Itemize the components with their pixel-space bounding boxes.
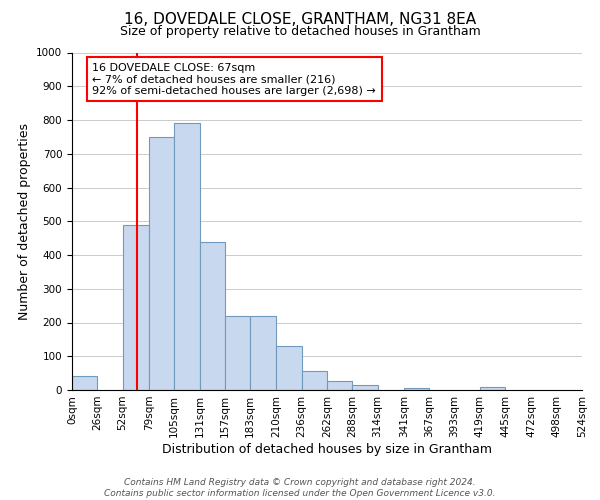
Bar — [122, 224, 149, 390]
Bar — [480, 388, 505, 390]
Text: 16, DOVEDALE CLOSE, GRANTHAM, NG31 8EA: 16, DOVEDALE CLOSE, GRANTHAM, NG31 8EA — [124, 12, 476, 28]
Text: 16 DOVEDALE CLOSE: 67sqm
← 7% of detached houses are smaller (216)
92% of semi-d: 16 DOVEDALE CLOSE: 67sqm ← 7% of detache… — [92, 62, 376, 96]
Text: Size of property relative to detached houses in Grantham: Size of property relative to detached ho… — [119, 25, 481, 38]
Bar — [352, 385, 377, 390]
X-axis label: Distribution of detached houses by size in Grantham: Distribution of detached houses by size … — [162, 442, 492, 456]
Bar — [250, 316, 277, 390]
Y-axis label: Number of detached properties: Number of detached properties — [17, 122, 31, 320]
Bar — [327, 380, 352, 390]
Bar — [72, 376, 97, 390]
Bar — [277, 346, 302, 390]
Text: Contains HM Land Registry data © Crown copyright and database right 2024.
Contai: Contains HM Land Registry data © Crown c… — [104, 478, 496, 498]
Bar — [149, 137, 174, 390]
Bar — [225, 316, 250, 390]
Bar — [404, 388, 429, 390]
Bar — [302, 372, 327, 390]
Bar — [174, 124, 200, 390]
Bar — [199, 242, 225, 390]
